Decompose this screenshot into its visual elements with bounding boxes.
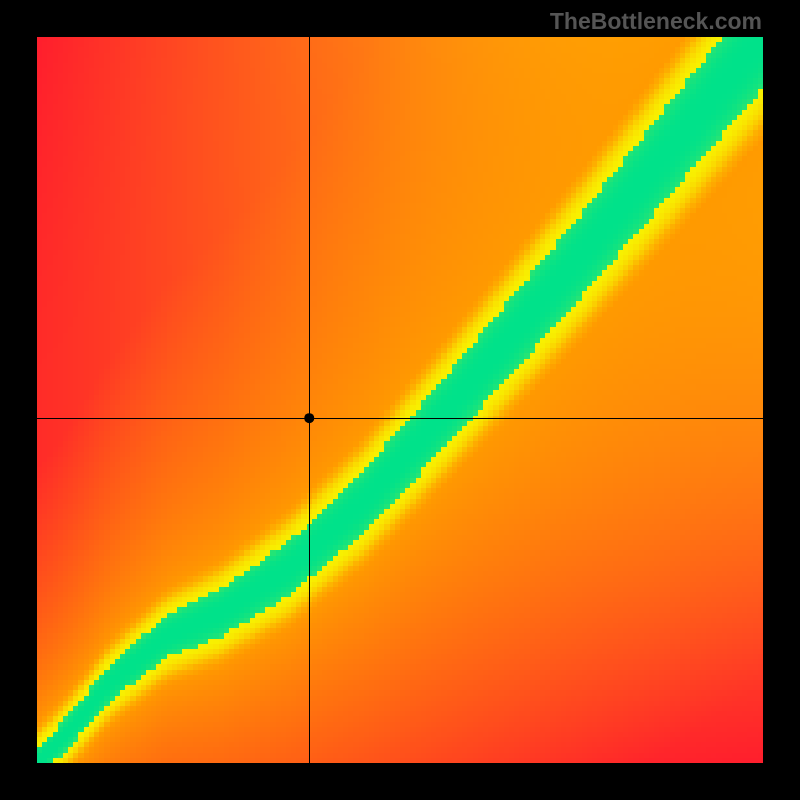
chart-container: TheBottleneck.com	[0, 0, 800, 800]
bottleneck-heatmap	[37, 37, 763, 763]
watermark-text: TheBottleneck.com	[550, 8, 762, 35]
